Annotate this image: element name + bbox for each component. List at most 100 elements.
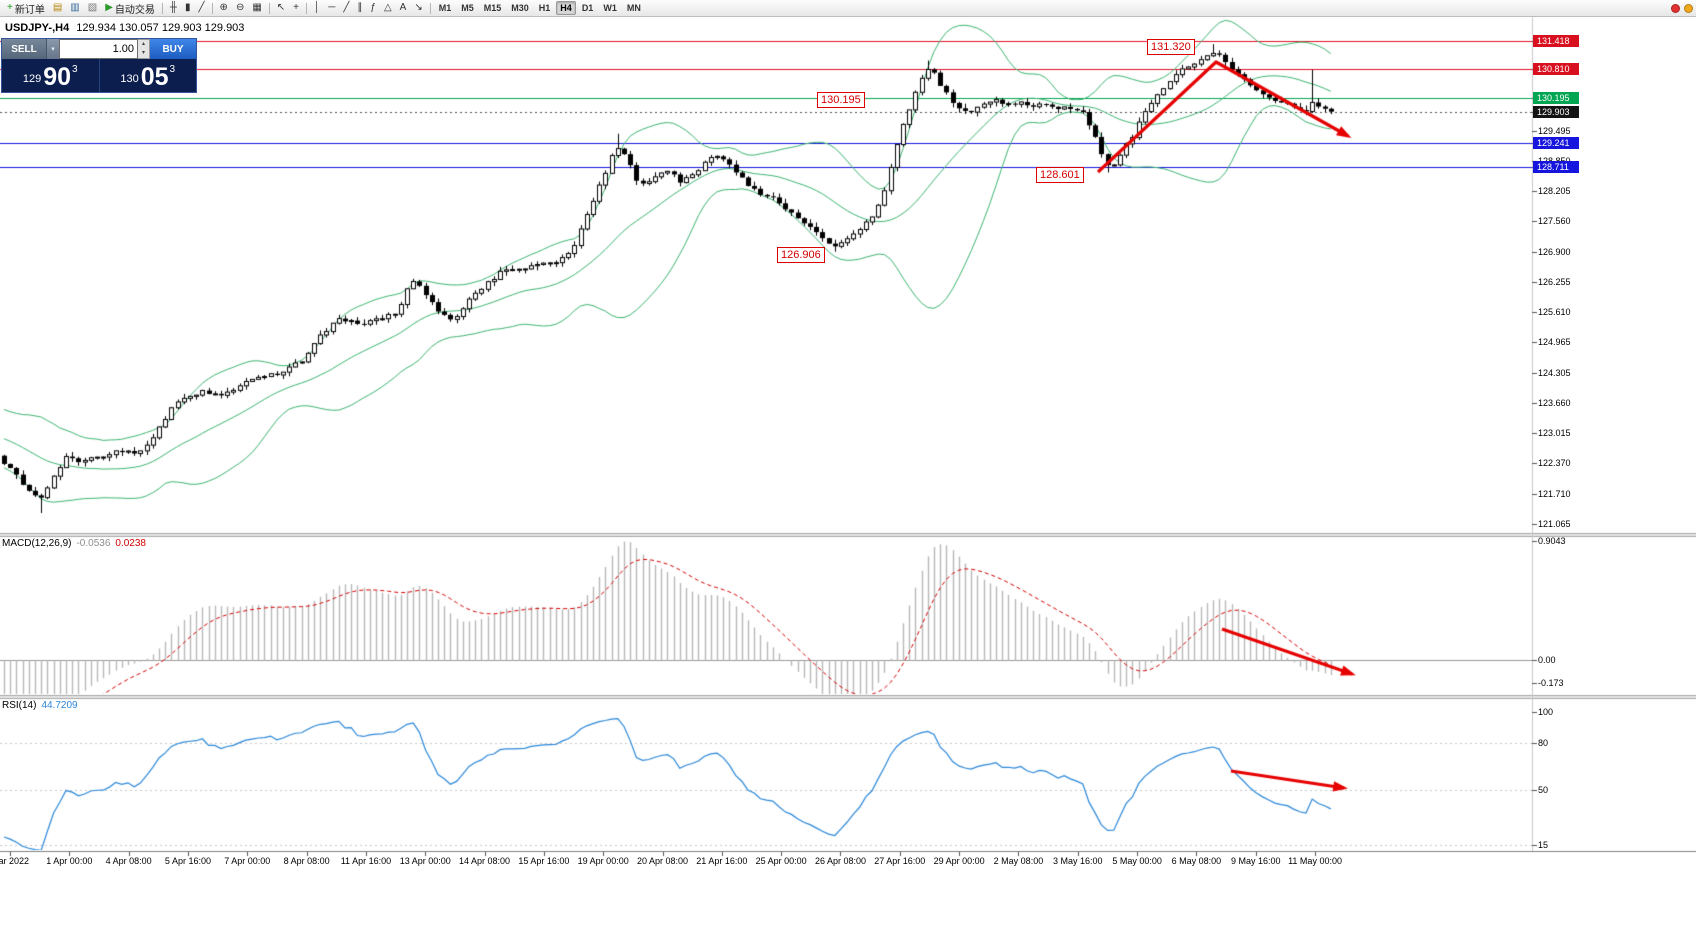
time-axis-label: 1 Apr 00:00 — [46, 856, 93, 866]
price-annotation[interactable]: 131.320 — [1147, 39, 1195, 55]
price-axis-label: 121.065 — [1538, 519, 1571, 529]
rsi-indicator-label: RSI(14) 44.7209 — [2, 700, 78, 711]
line-chart-button[interactable]: ╱ — [195, 1, 209, 16]
rsi-axis-label: 80 — [1538, 738, 1549, 749]
price-tag: 130.195 — [1533, 92, 1579, 105]
time-axis-label: 11 May 00:00 — [1288, 856, 1342, 866]
zoom-in-icon: ⊕ — [219, 2, 228, 13]
price-tag: 130.810 — [1533, 63, 1579, 76]
zoom-out-icon: ⊖ — [235, 2, 245, 13]
time-axis-label: 15 Apr 16:00 — [518, 856, 570, 866]
rsi-axis-label: 15 — [1538, 840, 1549, 850]
ask-main-digits: 05 — [140, 62, 169, 91]
fibonacci-icon: ƒ — [370, 2, 376, 13]
horizontal-line-button[interactable]: ─ — [324, 1, 339, 16]
price-axis-label: 124.305 — [1538, 367, 1571, 378]
macd-indicator-label: MACD(12,26,9) -0.0536 0.0238 — [2, 538, 146, 549]
volume-stepper[interactable]: ▴ ▾ — [138, 39, 150, 59]
timeframe-mn-button[interactable]: MN — [626, 3, 641, 13]
text-button[interactable]: A — [396, 1, 411, 16]
zoom-in-button[interactable]: ⊕ — [216, 1, 232, 16]
price-annotation[interactable]: 126.906 — [777, 247, 825, 263]
ohlc-bars-button[interactable]: ╫ — [166, 1, 181, 16]
price-annotation[interactable]: 128.601 — [1036, 167, 1084, 183]
price-axis-label: 126.900 — [1538, 246, 1571, 257]
new-order-button[interactable]: + 新订单 — [3, 1, 49, 16]
data-window-button[interactable]: ▥ — [66, 1, 83, 16]
price-axis-label: 123.015 — [1538, 428, 1571, 439]
cursor-icon: ↖ — [276, 2, 286, 13]
price-axis-label: 127.560 — [1538, 215, 1571, 226]
toolbar-separator — [429, 2, 431, 14]
timeframe-h4-button[interactable]: H4 — [556, 1, 576, 15]
time-axis-label: 27 Apr 16:00 — [874, 856, 926, 866]
macd-axis-label: -0.173 — [1538, 678, 1564, 688]
buy-price[interactable]: 130 05 3 — [100, 59, 197, 92]
vertical-line-button[interactable]: │ — [310, 1, 324, 16]
time-axis-label: 13 Apr 00:00 — [399, 856, 451, 866]
price-tag: 129.241 — [1533, 136, 1579, 149]
timeframe-h1-button[interactable]: H1 — [538, 3, 551, 13]
candlesticks-button[interactable]: ▮ — [181, 1, 195, 16]
price-annotation[interactable]: 130.195 — [817, 92, 865, 108]
ohlc-values: 129.934 130.057 129.903 129.903 — [76, 22, 245, 34]
timeframe-m5-button[interactable]: M5 — [461, 3, 474, 13]
macd-axis-label: 0.9043 — [1538, 536, 1566, 546]
stepper-down-icon[interactable]: ▾ — [141, 50, 145, 56]
price-axis-label: 125.610 — [1538, 306, 1571, 317]
alert-icon[interactable] — [1671, 3, 1680, 13]
navigator-button[interactable]: ▧ — [84, 1, 101, 16]
price-tag: 131.418 — [1533, 35, 1579, 47]
horizontal-line-icon: ─ — [328, 2, 336, 13]
market-watch-button[interactable]: ▤ — [49, 1, 66, 16]
vertical-line-icon: │ — [314, 2, 321, 13]
time-axis-label: 2 May 08:00 — [993, 856, 1044, 866]
auto-trading-button[interactable]: ▶ 自动交易 — [101, 1, 159, 16]
time-axis-label: 8 Apr 08:00 — [283, 856, 330, 866]
timeframe-m30-button[interactable]: M30 — [511, 3, 529, 13]
time-axis-label: 5 May 00:00 — [1112, 856, 1162, 866]
shapes-button[interactable]: △ — [380, 1, 396, 16]
price-axis-label: 129.495 — [1538, 125, 1571, 136]
timeframe-w1-button[interactable]: W1 — [603, 3, 617, 13]
time-axis-label: 26 Apr 08:00 — [814, 856, 866, 866]
time-axis-label: 20 Apr 08:00 — [636, 856, 689, 866]
time-axis-label: 4 Apr 08:00 — [105, 856, 152, 866]
time-axis-label: 7 Apr 00:00 — [224, 856, 271, 866]
toolbar-separator — [268, 2, 270, 14]
fibonacci-button[interactable]: ƒ — [366, 1, 380, 16]
time-axis-label: 9 May 16:00 — [1230, 856, 1281, 866]
zoom-out-button[interactable]: ⊖ — [232, 1, 248, 16]
news-icon[interactable] — [1684, 3, 1693, 13]
line-chart-icon: ╱ — [198, 2, 205, 13]
tile-windows-button[interactable]: ▦ — [248, 1, 265, 16]
channel-button[interactable]: ∥ — [353, 1, 366, 16]
toolbar-separator — [306, 2, 308, 14]
price-tag: 129.903 — [1533, 105, 1579, 118]
ohlc-bars-icon: ╫ — [169, 2, 177, 13]
ask-pip-digit: 3 — [169, 64, 176, 75]
volume-input[interactable]: 1.00 — [59, 39, 138, 59]
arrows-button[interactable]: ↘ — [410, 1, 426, 16]
timeframe-m15-button[interactable]: M15 — [483, 3, 502, 13]
sell-price[interactable]: 129 90 3 — [2, 59, 99, 92]
rsi-axis-label: 50 — [1538, 785, 1549, 796]
cursor-button[interactable]: ↖ — [273, 1, 289, 16]
navigator-icon: ▧ — [87, 2, 98, 13]
crosshair-button[interactable]: + — [289, 1, 303, 16]
timeframe-d1-button[interactable]: D1 — [581, 3, 594, 13]
sell-button[interactable]: SELL — [2, 39, 46, 59]
channel-icon: ∥ — [357, 2, 363, 13]
price-tag: 128.711 — [1533, 161, 1579, 174]
timeframe-m1-button[interactable]: M1 — [438, 3, 452, 13]
data-window-icon: ▥ — [70, 2, 80, 13]
stepper-up-icon[interactable]: ▴ — [141, 41, 145, 47]
rsi-name: RSI(14) — [2, 700, 37, 711]
trendline-button[interactable]: ╱ — [339, 1, 353, 16]
auto-trading-button-label: 自动交易 — [114, 4, 155, 16]
tile-windows-icon: ▦ — [252, 2, 262, 13]
buy-button[interactable]: BUY — [150, 39, 196, 59]
volume-dropdown-button[interactable]: ▾ — [46, 39, 59, 59]
price-axis-label: 126.255 — [1538, 276, 1571, 287]
